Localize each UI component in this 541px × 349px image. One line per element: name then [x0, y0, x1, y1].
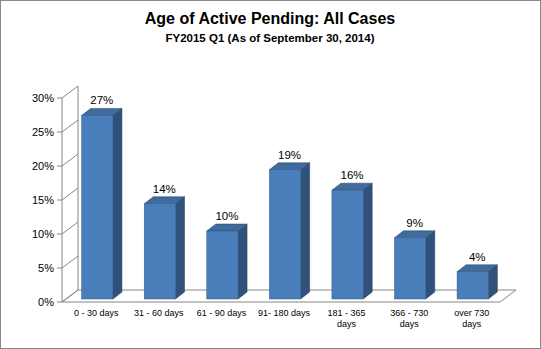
- y-tick: [57, 200, 62, 201]
- y-tick-label: 5%: [38, 262, 54, 274]
- y-tick-depth: [62, 290, 78, 302]
- x-tick-label: 61 - 90 days: [197, 308, 247, 318]
- subtitle: FY2015 Q1 (As of September 30, 2014): [165, 32, 374, 44]
- bar-side: [301, 163, 310, 299]
- y-tick-label: 20%: [32, 160, 54, 172]
- bar-top: [269, 163, 309, 170]
- y-tick-depth: [62, 256, 78, 268]
- bar: [269, 170, 300, 299]
- title: Age of Active Pending: All Cases: [145, 10, 396, 27]
- y-tick: [57, 234, 62, 235]
- x-tick-label-line: days: [400, 319, 420, 329]
- y-tick-depth: [62, 222, 78, 234]
- x-tick-label: over 730days: [454, 308, 489, 329]
- y-tick-depth: [62, 120, 78, 132]
- data-label: 14%: [153, 183, 176, 195]
- y-tick-label: 10%: [32, 228, 54, 240]
- x-tick-label-line: 31 - 60 days: [134, 308, 184, 318]
- x-tick-label: 91- 180 days: [258, 308, 311, 318]
- data-label: 10%: [215, 210, 238, 222]
- x-tick-label: 366 - 730days: [390, 308, 428, 329]
- y-tick-depth: [62, 188, 78, 200]
- bar-top: [207, 224, 247, 231]
- x-tick-label-line: 366 - 730: [390, 308, 428, 318]
- bar: [395, 238, 426, 299]
- data-label: 19%: [278, 149, 301, 161]
- bar: [207, 231, 238, 299]
- bar: [82, 115, 113, 299]
- data-label: 27%: [90, 94, 113, 106]
- bar: [332, 190, 363, 299]
- bar-side: [426, 231, 435, 299]
- y-tick-label: 15%: [32, 194, 54, 206]
- x-tick-label: 181 - 365days: [328, 308, 366, 329]
- bar-side: [176, 197, 185, 299]
- bar-side: [238, 224, 247, 299]
- y-tick-label: 0%: [38, 296, 54, 308]
- data-label: 9%: [406, 217, 423, 229]
- x-tick-label-line: 61 - 90 days: [197, 308, 247, 318]
- bar-top: [457, 265, 497, 272]
- x-tick-label-line: 181 - 365: [328, 308, 366, 318]
- y-tick: [57, 98, 62, 99]
- bar-side: [363, 183, 372, 299]
- y-tick: [57, 302, 62, 303]
- y-tick: [57, 132, 62, 133]
- x-tick-label: 31 - 60 days: [134, 308, 184, 318]
- data-label: 16%: [341, 169, 364, 181]
- bar-top: [395, 231, 435, 238]
- x-tick-label-line: 91- 180 days: [258, 308, 311, 318]
- y-tick-depth: [62, 154, 78, 166]
- y-tick: [57, 166, 62, 167]
- x-tick-label-line: over 730: [454, 308, 489, 318]
- bar: [144, 204, 175, 299]
- y-tick: [57, 268, 62, 269]
- x-tick-label-line: days: [337, 319, 357, 329]
- bar-top: [144, 197, 184, 204]
- bars: [82, 108, 498, 299]
- y-tick-depth: [62, 86, 78, 98]
- y-tick-label: 30%: [32, 92, 54, 104]
- data-label: 4%: [469, 251, 486, 263]
- bar: [457, 272, 488, 299]
- bar-top: [82, 108, 122, 115]
- chart: Age of Active Pending: All Cases FY2015 Q…: [0, 0, 541, 349]
- x-tick-label: 0 - 30 days: [74, 308, 119, 318]
- y-tick-label: 25%: [32, 126, 54, 138]
- bar-top: [332, 183, 372, 190]
- x-tick-label-line: days: [462, 319, 482, 329]
- x-tick-label-line: 0 - 30 days: [74, 308, 119, 318]
- bar-side: [113, 108, 122, 299]
